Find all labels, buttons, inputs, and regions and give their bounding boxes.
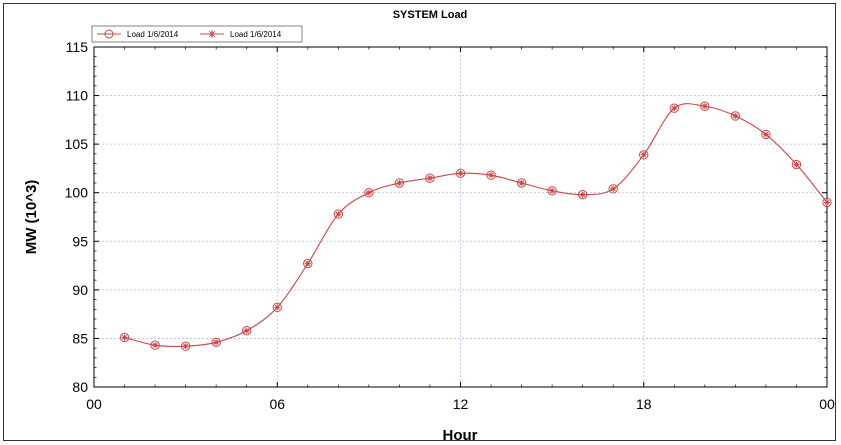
legend-marker-circle — [104, 29, 114, 39]
x-tick-label: 06 — [269, 396, 285, 412]
y-axis-label: MW (10^3) — [23, 180, 40, 255]
data-point — [791, 159, 802, 170]
y-tick-label: 100 — [65, 185, 89, 201]
data-point — [303, 258, 313, 269]
data-point — [608, 184, 618, 194]
y-tick-label: 115 — [66, 39, 89, 55]
axis-ticks — [93, 46, 828, 388]
x-axis-label: Hour — [443, 427, 478, 444]
legend-label-star: Load 1/6/2014 — [230, 30, 282, 39]
data-point — [669, 103, 679, 113]
data-point — [822, 197, 832, 208]
data-point — [486, 170, 496, 180]
data-point — [730, 111, 741, 121]
data-point — [425, 173, 435, 183]
y-tick-label: 105 — [65, 136, 89, 152]
data-point — [150, 340, 160, 350]
x-tick-label: 00 — [86, 396, 102, 412]
data-point — [272, 302, 282, 313]
x-axis-tick-labels: 00 06 12 18 00 — [86, 396, 835, 412]
legend-item-star: Load 1/6/2014 — [200, 30, 282, 39]
legend-box — [91, 25, 303, 43]
y-tick-label: 110 — [66, 88, 89, 104]
series-layer — [119, 101, 832, 351]
data-point — [577, 189, 588, 200]
x-tick-label: 18 — [636, 396, 652, 412]
y-tick-label: 95 — [72, 233, 88, 249]
data-point — [547, 186, 557, 196]
data-point — [242, 325, 252, 336]
x-tick-label: 12 — [453, 396, 469, 412]
data-point — [333, 209, 344, 219]
y-tick-label: 90 — [72, 282, 88, 298]
series-line — [124, 103, 828, 348]
data-point — [211, 337, 221, 348]
data-point — [394, 178, 405, 188]
grid — [94, 47, 827, 387]
data-point — [455, 168, 466, 178]
legend-marker-star — [208, 30, 216, 38]
legend-label-circle: Load 1/6/2014 — [127, 30, 179, 39]
data-point — [700, 101, 710, 111]
data-point — [639, 150, 649, 160]
x-tick-label: 00 — [819, 396, 835, 412]
chart-frame — [3, 3, 836, 441]
legend-item-circle: Load 1/6/2014 — [97, 29, 179, 39]
y-axis-tick-labels: 80 85 90 95 100 105 110 115 — [65, 39, 89, 395]
y-tick-label: 85 — [72, 330, 88, 346]
data-point — [761, 129, 771, 140]
y-tick-label: 80 — [72, 379, 88, 395]
data-point — [180, 341, 191, 351]
chart-title: SYSTEM Load — [393, 9, 468, 21]
data-point — [119, 332, 130, 343]
data-point — [516, 178, 527, 188]
data-point — [364, 188, 374, 198]
legend: Load 1/6/2014 Load 1/6/2014 — [91, 25, 303, 43]
